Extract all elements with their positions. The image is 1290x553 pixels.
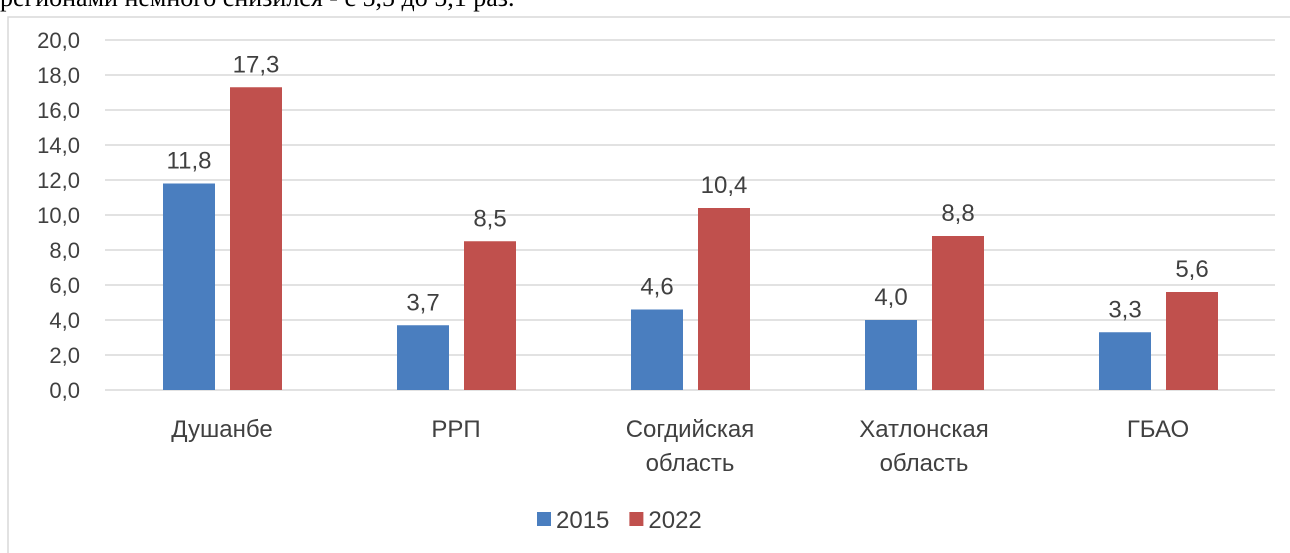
bar (163, 183, 215, 390)
y-tick-label: 12,0 (37, 168, 80, 193)
y-tick-label: 16,0 (37, 98, 80, 123)
x-tick-label: Хатлонская область (859, 416, 989, 477)
value-label: 8,8 (941, 200, 974, 227)
legend-swatch (629, 512, 644, 526)
bar (865, 320, 917, 390)
value-label: 5,6 (1175, 256, 1208, 283)
y-tick-label: 2,0 (49, 343, 80, 368)
bar (932, 236, 984, 390)
y-tick-label: 10,0 (37, 203, 80, 228)
bar (464, 241, 516, 390)
x-tick-label: РРП (431, 416, 480, 443)
y-tick-label: 18,0 (37, 63, 80, 88)
chart-frame (7, 16, 1290, 553)
y-tick-label: 8,0 (49, 238, 80, 263)
value-label: 3,3 (1108, 296, 1141, 323)
y-tick-label: 0,0 (49, 378, 80, 403)
bar (1166, 292, 1218, 390)
bar (698, 208, 750, 390)
value-label: 17,3 (233, 51, 280, 78)
value-label: 11,8 (167, 148, 212, 175)
legend-label: 2015 (556, 507, 609, 534)
y-tick-label: 20,0 (37, 28, 80, 53)
value-label: 3,7 (406, 289, 439, 316)
value-label: 8,5 (473, 205, 506, 232)
legend-swatch (537, 512, 551, 526)
x-tick-label: Душанбе (171, 416, 272, 443)
bar (1099, 332, 1151, 390)
y-tick-label: 6,0 (49, 273, 80, 298)
y-tick-label: 14,0 (37, 133, 80, 158)
bar (397, 325, 449, 390)
x-tick-label: ГБАО (1127, 416, 1189, 443)
legend-label: 2022 (648, 507, 701, 534)
page-text: регионами немного снизился - с 5,5 до 5,… (0, 0, 515, 12)
value-label: 4,0 (874, 284, 907, 311)
y-tick-label: 4,0 (49, 308, 80, 333)
value-label: 4,6 (640, 274, 673, 301)
x-tick-label: Согдийская область (626, 416, 755, 477)
value-label: 10,4 (701, 172, 748, 199)
bar (230, 87, 282, 390)
bar (631, 309, 683, 390)
